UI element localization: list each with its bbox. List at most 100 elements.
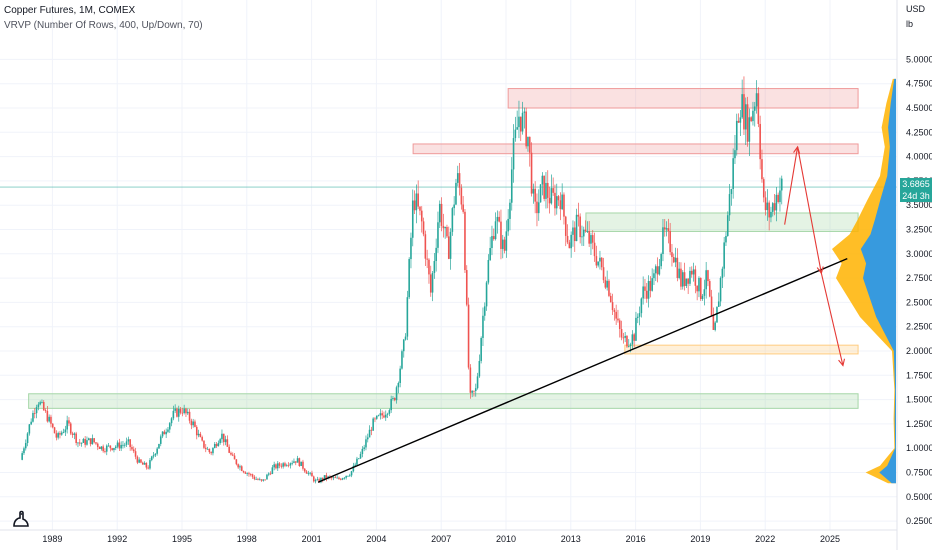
candle-body: [572, 227, 574, 235]
candle-body: [467, 304, 470, 368]
candle-body: [53, 427, 56, 434]
candle-body: [536, 201, 538, 214]
candle-body: [269, 473, 272, 475]
y-tick-label: 4.5000: [906, 103, 932, 113]
candle-body: [190, 420, 193, 426]
candle-body: [620, 328, 623, 338]
candle-body: [221, 433, 223, 440]
candle-body: [336, 477, 338, 479]
bar-countdown: 24d 3h: [902, 191, 930, 201]
candle-body: [131, 447, 133, 450]
candle-body: [528, 136, 531, 153]
candle-body: [500, 221, 502, 249]
symbol-title[interactable]: Copper Futures, 1M, COMEX: [4, 5, 136, 16]
candle-body: [608, 280, 610, 296]
candle-body: [635, 317, 637, 341]
candle-body: [21, 453, 23, 460]
candle-body: [438, 203, 441, 223]
candle-body: [545, 182, 547, 199]
candle-body: [444, 226, 446, 229]
x-tick-label: 2007: [431, 534, 451, 544]
candle-body: [89, 438, 92, 445]
candle-body: [91, 438, 94, 445]
candle-body: [163, 431, 166, 435]
candle-body: [546, 182, 549, 198]
candle-body: [613, 310, 616, 312]
tradingview-logo-icon[interactable]: [10, 508, 32, 530]
candle-body: [563, 194, 565, 217]
candle-body: [424, 234, 427, 259]
candle-body: [188, 411, 191, 421]
candle-body: [356, 458, 358, 465]
candle-body: [568, 242, 571, 249]
candle-body: [640, 298, 643, 314]
candle-body: [408, 259, 410, 298]
candle-body: [345, 475, 347, 478]
candle-body: [357, 458, 360, 460]
candle-body: [307, 472, 310, 474]
candle-body: [482, 315, 484, 338]
candle-body: [377, 415, 380, 417]
last-price-badge: 3.6865 24d 3h: [900, 178, 932, 202]
y-tick-label: 1.5000: [906, 395, 932, 405]
candle-body: [678, 268, 680, 278]
candle-body: [584, 229, 587, 232]
candle-body: [28, 424, 31, 434]
candle-body: [656, 266, 659, 275]
candle-body: [732, 158, 734, 190]
candle-body: [98, 447, 101, 450]
candle-body: [330, 477, 333, 479]
price-axis: 5.00004.75004.50004.25004.00003.75003.50…: [896, 0, 932, 550]
candle-body: [118, 442, 121, 449]
candle-body: [462, 204, 464, 212]
candle-body: [314, 480, 317, 482]
candle-body: [543, 175, 545, 199]
candle-body: [170, 418, 173, 424]
candle-body: [86, 440, 88, 445]
candle-body: [185, 408, 187, 414]
candle-body: [278, 463, 281, 466]
candle-body: [699, 277, 702, 300]
candle-body: [366, 437, 369, 440]
candle-body: [708, 281, 711, 297]
candle-body: [298, 458, 301, 466]
trendline: [317, 258, 848, 483]
candle-body: [311, 472, 313, 477]
candle-body: [581, 236, 583, 238]
candle-body: [231, 454, 234, 456]
indicator-label[interactable]: VRVP (Number Of Rows, 400, Up/Down, 70): [4, 20, 203, 31]
candle-body: [642, 286, 644, 299]
candle-body: [323, 475, 326, 480]
candle-body: [161, 431, 164, 437]
candle-body: [370, 429, 373, 431]
candle-body: [96, 443, 99, 448]
unit-label: lb: [906, 19, 913, 29]
candle-body: [239, 466, 241, 468]
candle-body: [395, 387, 398, 401]
candle-body: [172, 410, 175, 419]
candle-body: [368, 429, 371, 438]
candle-body: [253, 476, 256, 480]
candle-body: [712, 315, 715, 330]
candle-body: [431, 273, 434, 293]
x-tick-label: 2004: [366, 534, 386, 544]
x-tick-label: 1995: [172, 534, 192, 544]
candle-body: [71, 433, 74, 435]
candle-body: [750, 117, 752, 122]
candle-body: [152, 455, 155, 457]
candle-body: [599, 257, 601, 262]
x-tick-label: 1992: [107, 534, 127, 544]
candle-body: [46, 410, 49, 422]
candle-body: [145, 462, 148, 468]
candle-body: [33, 413, 36, 414]
candle-body: [347, 475, 349, 477]
candle-body: [507, 218, 509, 232]
candle-body: [320, 478, 322, 483]
last-price-value: 3.6865: [902, 179, 930, 189]
candle-body: [552, 188, 554, 193]
candle-body: [764, 197, 767, 211]
candle-body: [498, 216, 500, 222]
candle-body: [588, 231, 590, 244]
candle-body: [672, 257, 675, 263]
